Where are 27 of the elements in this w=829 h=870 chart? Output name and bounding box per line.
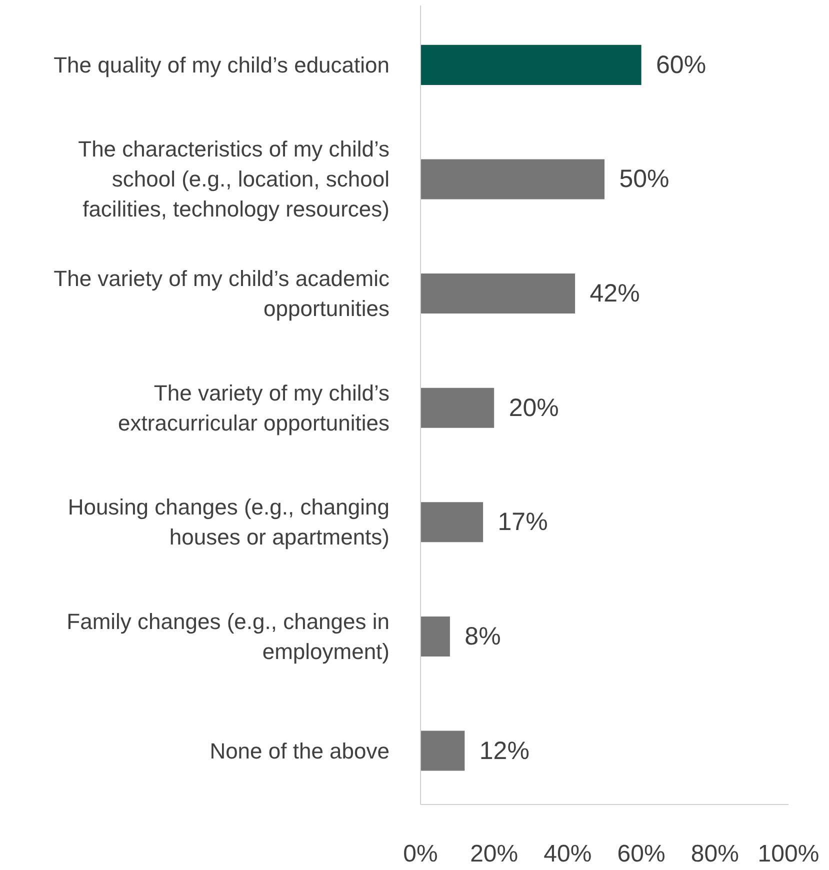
- bar: [420, 159, 604, 200]
- data-label: 17%: [498, 508, 548, 536]
- bar: [420, 274, 576, 314]
- bar: [420, 730, 465, 771]
- x-tick-label: 80%: [690, 840, 739, 868]
- x-tick-label: 20%: [470, 840, 518, 868]
- y-tick-label: The characteristics of my child’s school (e.g., location, school facilities, technology resources): [78, 136, 390, 222]
- data-label: 12%: [479, 736, 530, 765]
- bar: [420, 44, 642, 85]
- data-label: 42%: [590, 280, 640, 308]
- y-tick-label: The variety of my child’s extracurricular opportunities: [118, 380, 390, 436]
- data-label: 8%: [464, 622, 501, 650]
- y-tick-label: Family changes (e.g., changes in employment): [66, 608, 390, 664]
- x-tick-label: 60%: [617, 840, 666, 868]
- data-label: 50%: [619, 165, 670, 194]
- y-tick-label: None of the above: [210, 738, 390, 764]
- data-label: 60%: [656, 50, 706, 79]
- y-tick-label: The quality of my child’s education: [54, 52, 390, 78]
- y-tick-label: The variety of my child’s academic opportunities: [54, 266, 390, 322]
- x-tick-label: 100%: [758, 840, 820, 868]
- y-tick-label: Housing changes (e.g., changing houses or apartments): [68, 494, 390, 550]
- bar: [420, 388, 494, 428]
- data-label: 20%: [508, 394, 559, 422]
- bar: [420, 616, 450, 656]
- bar: [420, 502, 484, 542]
- x-tick-label: 0%: [403, 840, 438, 868]
- x-tick-label: 40%: [544, 840, 592, 868]
